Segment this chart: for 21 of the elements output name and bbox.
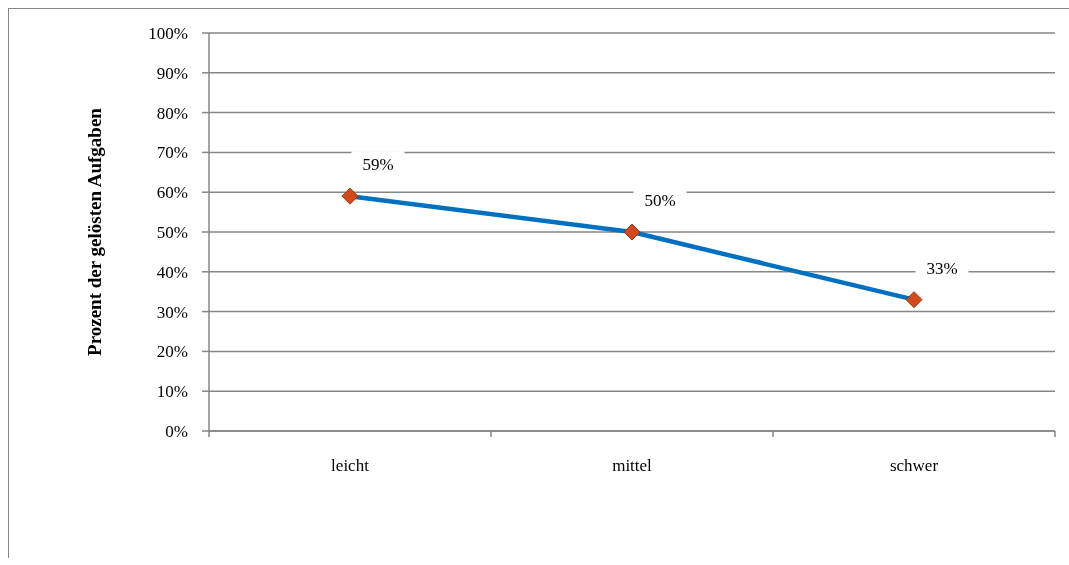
- y-tick-label: 10%: [156, 382, 188, 402]
- y-tick-label: 20%: [156, 342, 188, 362]
- point: [623, 223, 641, 241]
- x-tick-label: leicht: [331, 456, 370, 475]
- x-tick-label: mittel: [612, 456, 653, 475]
- y-tick-label: 100%: [148, 24, 188, 44]
- y-tick-label: 80%: [156, 103, 188, 123]
- x-tick-label: schwer: [889, 456, 939, 475]
- y-tick-label: 90%: [156, 63, 188, 83]
- point: [341, 187, 359, 205]
- y-axis-title: Prozent der gelösten Aufgaben: [83, 107, 105, 356]
- y-tick-label: 30%: [156, 302, 188, 322]
- point: [905, 291, 923, 309]
- y-tick-label: 0%: [165, 422, 188, 442]
- y-tick-label: 50%: [156, 223, 188, 243]
- data-label: 50%: [644, 191, 676, 210]
- y-tick-label: 60%: [156, 183, 188, 203]
- y-tick-label: 70%: [156, 143, 188, 163]
- data-label: 59%: [362, 155, 394, 175]
- y-tick-label: 40%: [156, 262, 188, 282]
- data-label: 33%: [926, 258, 958, 278]
